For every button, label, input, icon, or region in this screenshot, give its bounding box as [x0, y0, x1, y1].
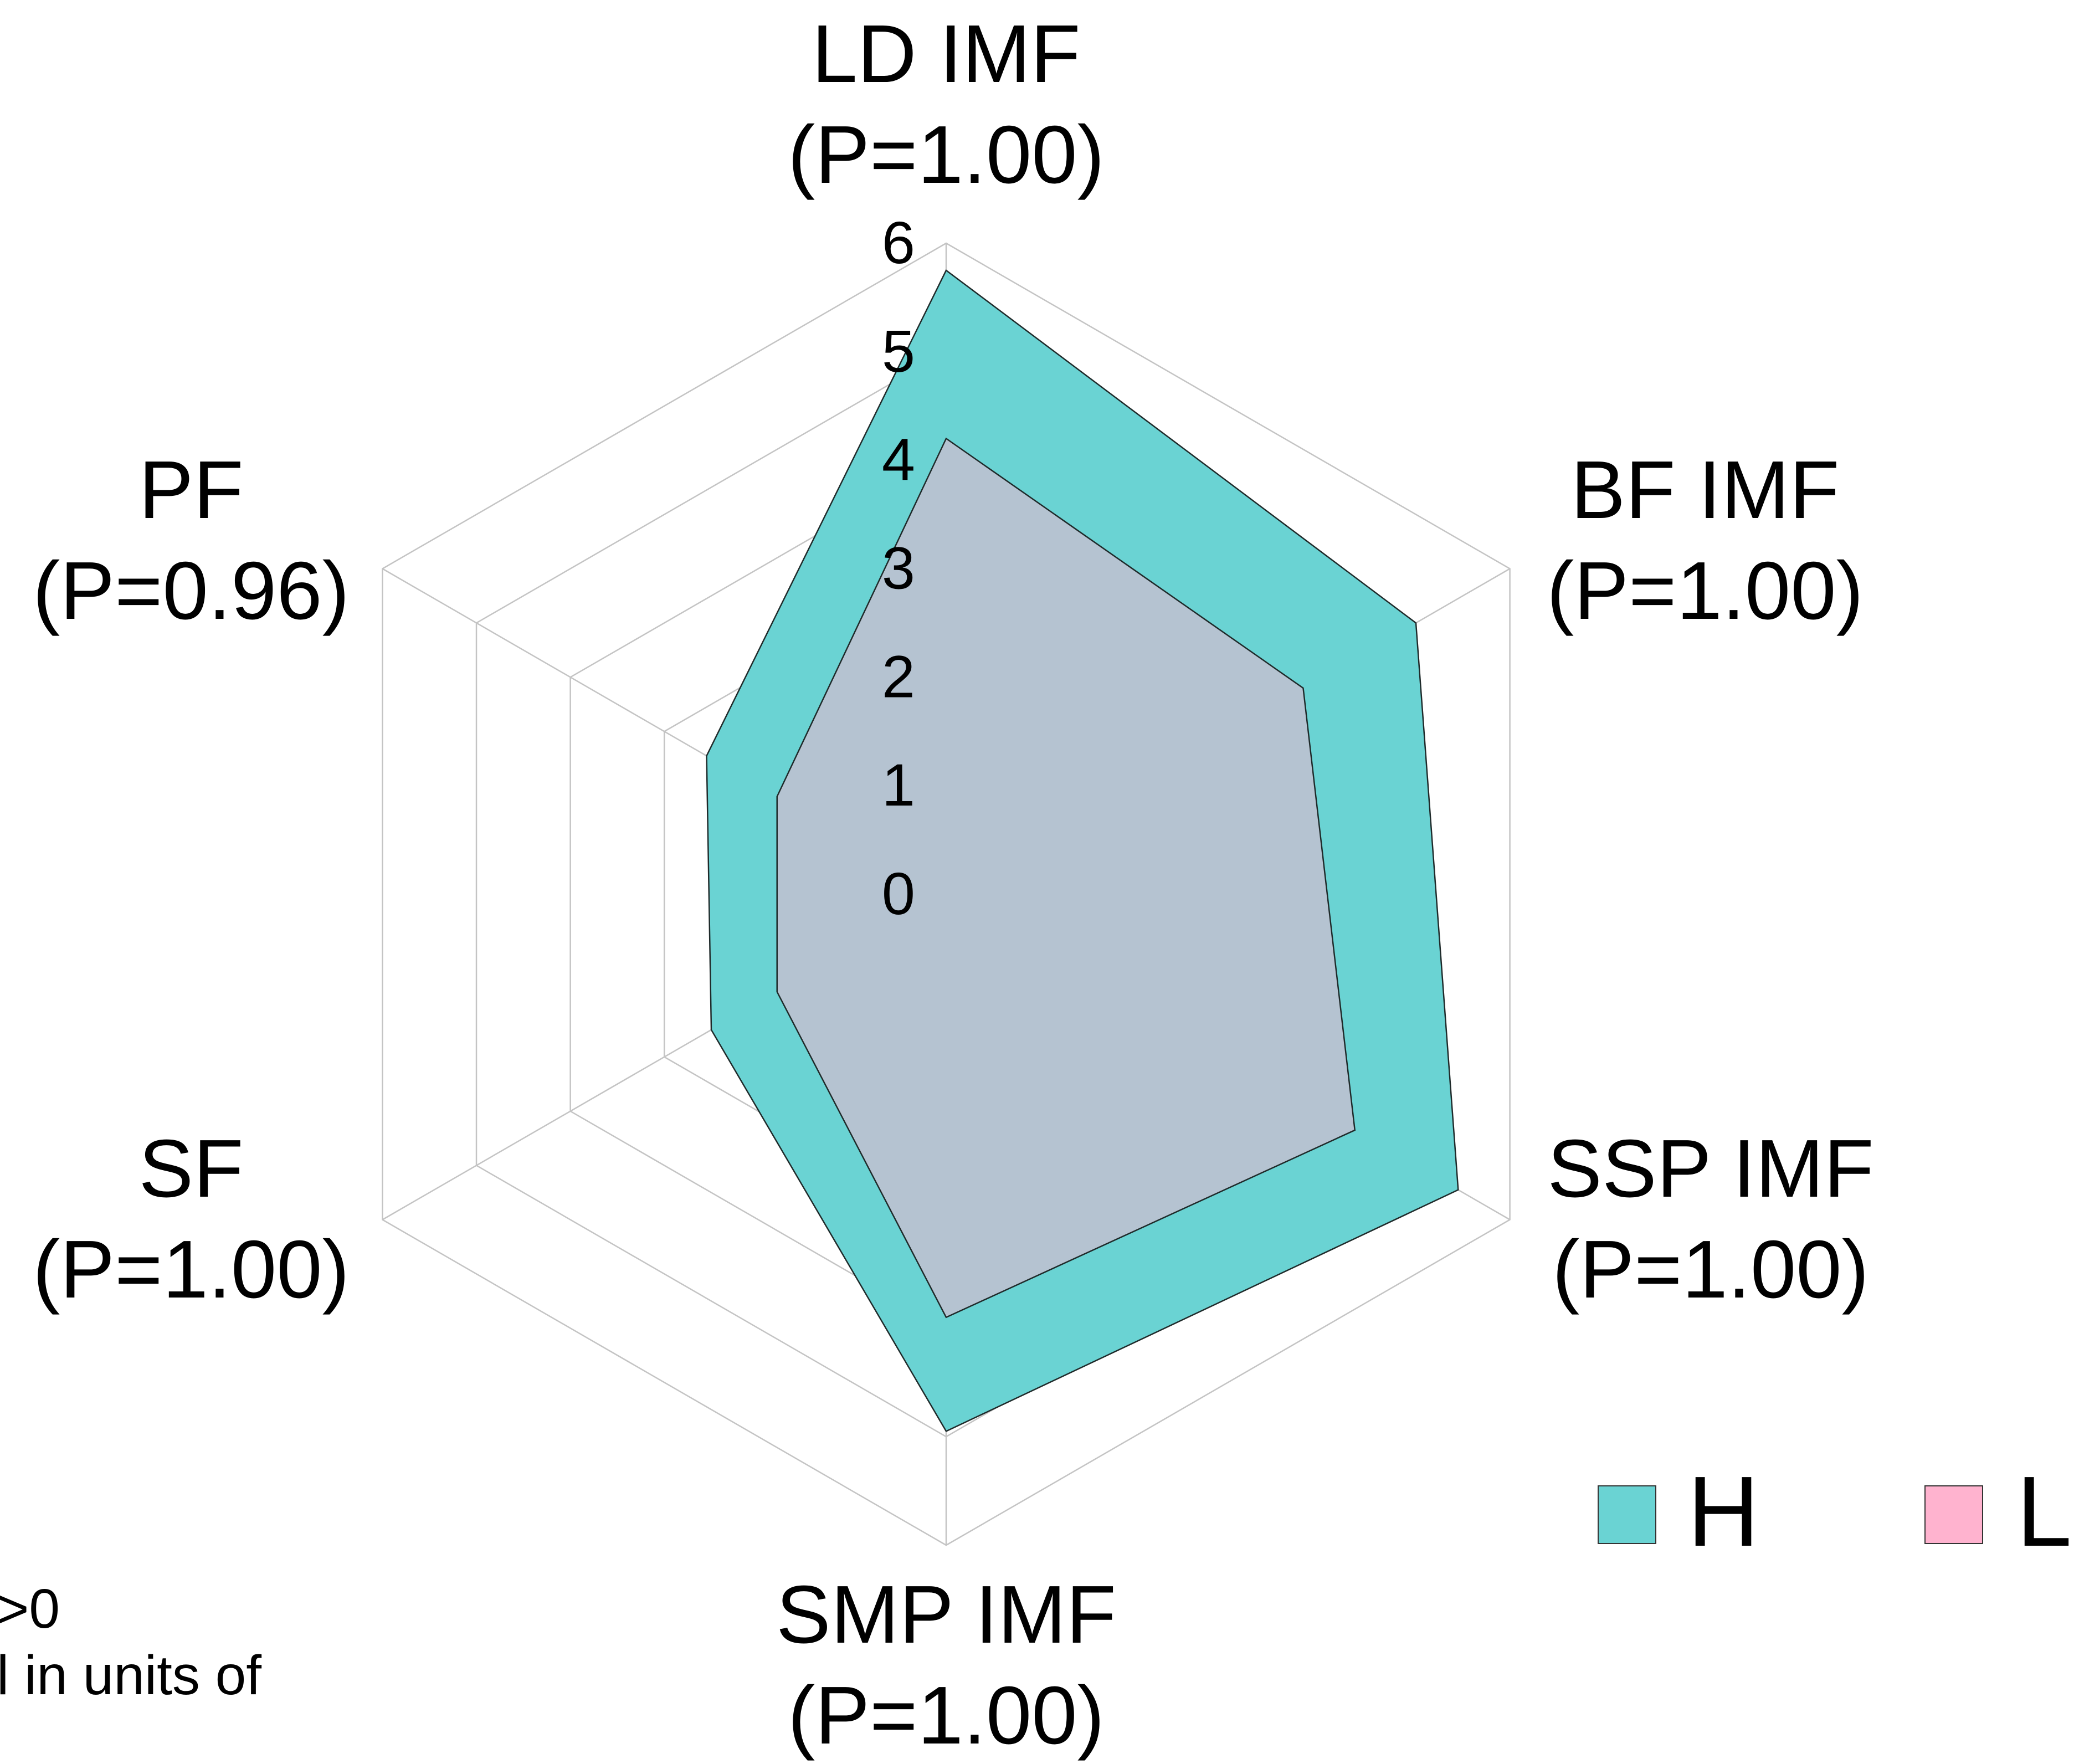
- tick-label-6: 6: [882, 209, 915, 276]
- legend-swatch-l: [1924, 1485, 1983, 1544]
- tick-label-2: 2: [882, 643, 915, 710]
- axis-label-0: LD IMF: [812, 8, 1080, 100]
- tick-label-4: 4: [882, 426, 915, 493]
- axis-p-value-3: (P=1.00): [788, 1670, 1105, 1761]
- legend-label-l: L: [2016, 1456, 2072, 1567]
- legend-label-h: H: [1687, 1456, 1759, 1567]
- axis-label-1: BF IMF: [1570, 444, 1839, 536]
- axis-p-value-0: (P=1.00): [788, 109, 1105, 201]
- tick-label-3: 3: [882, 535, 915, 602]
- axis-p-value-1: (P=1.00): [1547, 545, 1864, 637]
- axis-label-2: SSP IMF: [1547, 1123, 1873, 1214]
- axis-p-value-5: (P=0.96): [33, 545, 350, 637]
- radial-tick-labels: 0 1 2 3 4 5 6: [882, 209, 915, 927]
- axis-label-5: PF: [138, 444, 243, 536]
- axis-label-4: SF: [138, 1123, 243, 1214]
- series-layer: [706, 269, 1459, 1432]
- tick-label-5: 5: [882, 317, 915, 384]
- tick-label-0: 0: [882, 860, 915, 927]
- footnote-line-2: l in units of: [0, 1644, 261, 1706]
- axis-p-value-4: (P=1.00): [33, 1224, 350, 1315]
- footnote: >0 l in units of: [0, 1578, 261, 1706]
- footnote-line-1: >0: [0, 1578, 60, 1640]
- axis-labels: LD IMF(P=1.00)BF IMF(P=1.00)SSP IMF(P=1.…: [33, 8, 1874, 1761]
- axis-label-3: SMP IMF: [776, 1569, 1116, 1660]
- series-area-l: [776, 437, 1356, 1319]
- legend-swatch-h: [1598, 1485, 1656, 1544]
- legend: H L: [1598, 1456, 2072, 1567]
- tick-label-1: 1: [882, 751, 915, 818]
- axis-p-value-2: (P=1.00): [1552, 1224, 1869, 1315]
